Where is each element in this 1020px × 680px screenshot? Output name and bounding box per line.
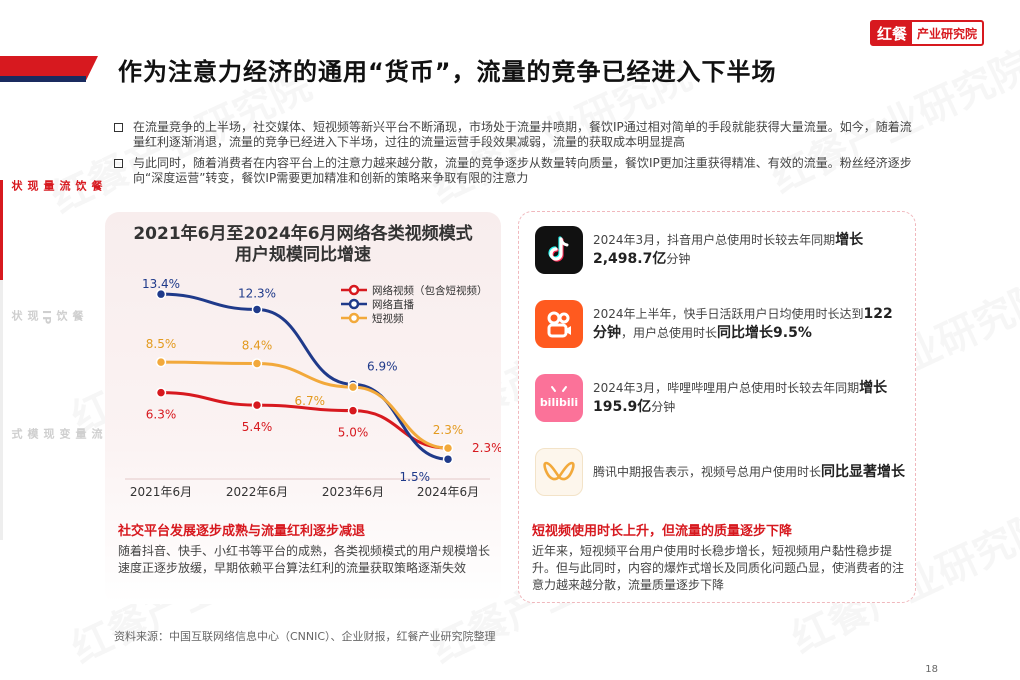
square-bullet-icon	[114, 159, 123, 168]
app-desc: 腾讯中期报告表示，视频号总用户使用时长	[593, 464, 822, 479]
app-desc: 2024年上半年，快手日活跃用户日均使用时长达到	[593, 307, 864, 321]
data-label: 1.5%	[400, 470, 431, 484]
data-point	[251, 399, 263, 411]
sidenav-item-monetization[interactable]: 流量变现模式	[10, 428, 103, 441]
x-tick-label: 2022年6月	[226, 485, 288, 499]
bullet-item: 与此同时，随着消费者在内容平台上的注意力越来越分散，流量的竞争逐步从数量转向质量…	[114, 156, 914, 186]
legend-marker	[348, 284, 360, 296]
app-highlight: 增长195.9亿	[593, 380, 888, 415]
chart-title-line1: 2021年6月至2024年6月网络各类视频模式	[133, 224, 473, 244]
header-accent-stripe	[0, 76, 86, 82]
data-point	[251, 358, 263, 369]
platform-panel: 2024年3月，抖音用户总使用时长较去年同期增长2,498.7亿分钟 2024年…	[518, 211, 916, 603]
legend-label: 网络直播	[372, 298, 414, 311]
data-label: 2.3%	[433, 423, 464, 437]
data-label: 5.0%	[338, 426, 369, 440]
douyin-icon	[535, 226, 583, 274]
bilibili-icon: bilibili	[535, 374, 583, 422]
data-label: 12.3%	[238, 286, 276, 300]
data-label: 5.4%	[242, 420, 273, 434]
chart-panel: 2021年6月至2024年6月网络各类视频模式 用户规模同比增速 2021年6月…	[105, 212, 501, 604]
sidenav-rail-active	[0, 180, 3, 280]
legend-marker	[348, 298, 360, 310]
chart-title-line2: 用户规模同比增速	[235, 245, 371, 265]
x-tick-label: 2021年6月	[130, 485, 192, 499]
data-point	[155, 387, 167, 398]
logo-subtitle: 产业研究院	[916, 26, 977, 41]
legend-marker	[348, 312, 360, 324]
app-text-channels: 腾讯中期报告表示，视频号总用户使用时长同比显著增长	[593, 463, 905, 482]
data-label: 6.9%	[367, 359, 398, 373]
bullet-text: 在流量竞争的上半场，社交媒体、短视频等新兴平台不断涌现，市场处于流量井喷期，餐饮…	[133, 120, 912, 149]
legend-label: 短视频	[372, 312, 404, 325]
app-highlight: 122分钟	[593, 306, 893, 341]
right-summary-title: 短视频使用时长上升，但流量的质量逐步下降	[532, 524, 793, 539]
data-label: 8.5%	[146, 337, 177, 351]
legend-label: 网络视频（包含短视频）	[372, 284, 488, 297]
left-summary-text: 随着抖音、快手、小红书等平台的成熟，各类视频模式的用户规模增长速度正逐步放缓，早…	[118, 544, 491, 575]
app-row-kuaishou: 2024年上半年，快手日活跃用户日均使用时长达到122分钟，用户总使用时长同比增…	[535, 298, 905, 350]
data-point	[251, 304, 263, 315]
data-point	[347, 405, 359, 416]
app-text-kuaishou: 2024年上半年，快手日活跃用户日均使用时长达到122分钟，用户总使用时长同比增…	[593, 305, 905, 343]
line-chart: 2021年6月 2022年6月 2023年6月 2024年6月 6.3% 5.4% 5.0%…	[125, 277, 501, 499]
app-row-douyin: 2024年3月，抖音用户总使用时长较去年同期增长2,498.7亿分钟	[535, 224, 905, 276]
data-point	[155, 288, 167, 300]
left-summary-title: 社交平台发展逐步成熟与流量红利逐步减退	[118, 524, 366, 539]
logo: 红餐 产业研究院	[869, 20, 984, 46]
app-row-bilibili: bilibili 2024年3月，哔哩哔哩用户总使用时长较去年同期增长195.9…	[535, 372, 905, 424]
app-highlight-2: 同比增长9.5%	[717, 325, 812, 341]
sidenav-rail	[0, 180, 3, 540]
data-point	[442, 453, 454, 465]
data-point	[442, 442, 454, 454]
logo-brand: 红餐	[871, 22, 912, 44]
data-point	[155, 356, 167, 368]
app-highlight: 同比显著增长	[821, 463, 906, 480]
sidenav-item-traffic-status[interactable]: 餐饮流量现状	[10, 180, 103, 193]
app-row-channels: 腾讯中期报告表示，视频号总用户使用时长同比显著增长	[535, 446, 905, 498]
chart-title: 2021年6月至2024年6月网络各类视频模式 用户规模同比增速	[105, 224, 501, 266]
square-bullet-icon	[114, 123, 123, 132]
series-line	[160, 391, 449, 450]
page-title: 作为注意力经济的通用“货币”，流量的竞争已经进入下半场	[118, 58, 777, 86]
app-highlight: 增长2,498.7亿	[593, 232, 864, 267]
bullet-text: 与此同时，随着消费者在内容平台上的注意力越来越分散，流量的竞争逐步从数量转向质量…	[133, 156, 912, 185]
data-label: 8.4%	[242, 339, 273, 353]
data-label: 6.7%	[295, 394, 326, 408]
data-point	[347, 381, 359, 393]
page-number: 18	[925, 664, 938, 675]
app-text-douyin: 2024年3月，抖音用户总使用时长较去年同期增长2,498.7亿分钟	[593, 231, 905, 269]
intro-bullets: 在流量竞争的上半场，社交媒体、短视频等新兴平台不断涌现，市场处于流量井喷期，餐饮…	[114, 120, 914, 192]
channels-icon	[535, 448, 583, 496]
source-note: 资料来源：中国互联网络信息中心（CNNIC）、企业财报，红餐产业研究院整理	[114, 630, 496, 643]
app-desc: 2024年3月，哔哩哔哩用户总使用时长较去年同期	[593, 381, 860, 395]
app-suffix: ，用户总使用时长	[621, 326, 718, 340]
app-text-bilibili: 2024年3月，哔哩哔哩用户总使用时长较去年同期增长195.9亿分钟	[593, 379, 905, 417]
series-line	[160, 360, 449, 450]
app-suffix: 分钟	[666, 252, 691, 266]
svg-text:bilibili: bilibili	[540, 396, 578, 409]
data-label: 13.4%	[142, 277, 180, 291]
bullet-item: 在流量竞争的上半场，社交媒体、短视频等新兴平台不断涌现，市场处于流量井喷期，餐饮…	[114, 120, 914, 150]
data-label: 6.3%	[146, 408, 177, 422]
app-desc: 2024年3月，抖音用户总使用时长较去年同期	[593, 233, 836, 247]
x-tick-label: 2024年6月	[417, 485, 479, 499]
series-line	[160, 292, 449, 461]
right-summary-text: 近年来，短视频平台用户使用时长稳步增长，短视频用户黏性稳步提升。但与此同时，内容…	[532, 544, 905, 592]
data-label: 2.3%	[472, 441, 501, 455]
x-tick-label: 2023年6月	[322, 485, 384, 499]
sidenav-item-ip-status[interactable]: 餐饮IP现状	[10, 310, 84, 327]
kuaishou-icon	[535, 300, 583, 348]
app-suffix: 分钟	[651, 400, 676, 414]
